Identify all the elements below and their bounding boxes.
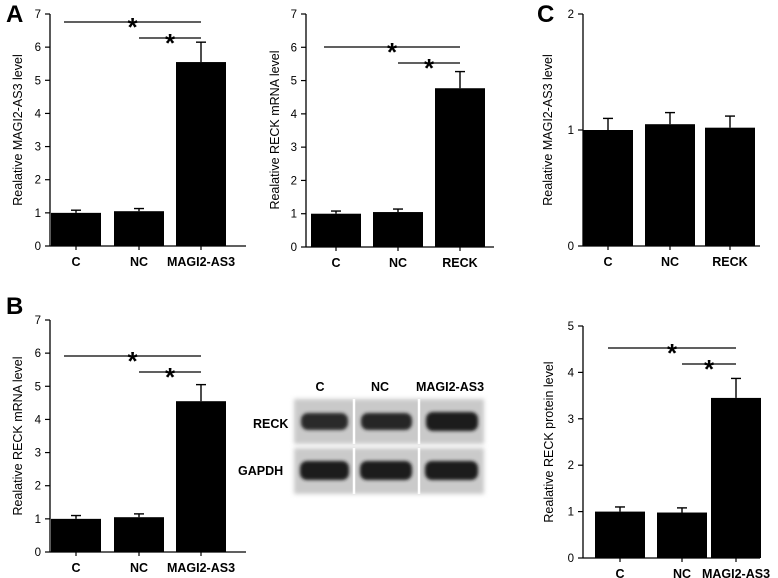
blot-band-gapdh-magi2as3 xyxy=(425,461,478,480)
y-tick-label: 2 xyxy=(568,460,574,472)
chart-b-reck-mrna-level: 0 1 2 3 4 5 6 7 Realative RECK mRNA level C NC MAGI… xyxy=(11,315,246,575)
y-tick-label: 4 xyxy=(568,367,575,379)
y-tick-label: 1 xyxy=(568,507,574,519)
blot-row-label-gapdh: GAPDH xyxy=(238,464,283,478)
bar-nc xyxy=(373,212,423,247)
bar-nc xyxy=(114,211,164,246)
y-axis-label: Realative MAGI2-AS3 level xyxy=(11,54,25,205)
y-axis-label: Realative MAGI2-AS3 level xyxy=(541,54,555,205)
bar-c xyxy=(51,212,101,246)
y-tick-label: 1 xyxy=(291,209,297,221)
bar-c xyxy=(311,213,361,247)
blot-band-reck-nc xyxy=(361,413,412,430)
x-tick-label: NC xyxy=(130,255,148,269)
blot-lane-label-c: C xyxy=(315,380,324,394)
blot-row-label-reck: RECK xyxy=(253,417,288,431)
y-tick-label: 6 xyxy=(35,42,41,54)
chart-a-magi2as3-level: 0 1 2 3 4 5 6 7 Realative MAGI2-AS3 level C NC MAGI… xyxy=(11,9,246,269)
y-tick-label: 5 xyxy=(35,381,41,393)
y-tick-label: 1 xyxy=(35,208,41,220)
significance-marker: * xyxy=(165,28,176,58)
y-tick-label: 3 xyxy=(35,142,41,154)
y-tick-label: 0 xyxy=(35,241,41,253)
bar-nc xyxy=(645,124,695,246)
y-tick-label: 4 xyxy=(291,109,298,121)
y-tick-label: 4 xyxy=(35,108,42,120)
significance-marker: * xyxy=(704,354,715,384)
y-tick-label: 3 xyxy=(291,142,297,154)
blot-lane-label-magi2as3: MAGI2-AS3 xyxy=(416,380,484,394)
bar-c xyxy=(583,130,633,246)
bar-reck xyxy=(435,88,485,247)
y-tick-label: 2 xyxy=(35,481,41,493)
bar-nc xyxy=(114,517,164,552)
x-tick-label: MAGI2-AS3 xyxy=(167,255,235,269)
y-tick-label: 0 xyxy=(568,553,574,565)
y-tick-label: 2 xyxy=(291,175,297,187)
y-tick-label: 5 xyxy=(35,75,41,87)
bar-magi2-as3 xyxy=(711,397,761,558)
western-blot: C NC MAGI2-AS3 RECK GAPDH xyxy=(238,380,484,494)
chart-b-reck-protein-level: 0 1 2 3 4 5 Realative RECK protein level C NC MAG… xyxy=(542,321,770,578)
blot-band-gapdh-nc xyxy=(360,461,412,480)
bar-nc xyxy=(657,512,707,558)
y-tick-label: 6 xyxy=(291,42,297,54)
bar-c xyxy=(51,518,101,552)
y-axis-label: Realative RECK protein level xyxy=(542,361,556,522)
significance-marker: * xyxy=(667,338,678,368)
significance-marker: * xyxy=(387,37,398,67)
chart-a-reck-mrna-level: 0 1 2 3 4 5 6 7 Realative RECK mRNA level C NC RECK… xyxy=(268,9,494,270)
y-tick-label: 1 xyxy=(35,514,41,526)
significance-marker: * xyxy=(127,346,138,376)
y-tick-label: 0 xyxy=(291,242,297,254)
x-tick-label: NC xyxy=(130,561,148,575)
x-tick-label: RECK xyxy=(442,256,477,270)
bar-reck xyxy=(705,127,755,246)
significance-marker: * xyxy=(424,53,435,83)
chart-c-magi2as3-level: 0 1 2 Realative MAGI2-AS3 level C NC RECK xyxy=(541,9,760,269)
bar-magi2-as3 xyxy=(176,62,226,246)
panel-letter-b: B xyxy=(6,293,23,320)
x-tick-label: C xyxy=(603,255,612,269)
y-axis-label: Realative RECK mRNA level xyxy=(11,356,25,515)
x-tick-label: NC xyxy=(661,255,679,269)
y-tick-label: 0 xyxy=(35,547,41,559)
x-tick-label: RECK xyxy=(712,255,747,269)
blot-band-reck-c xyxy=(301,413,348,430)
y-tick-label: 5 xyxy=(568,321,574,333)
blot-band-reck-magi2as3 xyxy=(426,412,478,431)
panel-letter-a: A xyxy=(6,1,23,28)
blot-lane-label-nc: NC xyxy=(371,380,389,394)
y-axis-label: Realative RECK mRNA level xyxy=(268,50,282,209)
y-tick-label: 6 xyxy=(35,348,41,360)
x-tick-label: C xyxy=(71,561,80,575)
significance-marker: * xyxy=(127,12,138,42)
blot-band-gapdh-c xyxy=(300,461,349,480)
y-tick-label: 2 xyxy=(35,175,41,187)
y-tick-label: 0 xyxy=(568,241,574,253)
x-tick-label: MAGI2-AS3 xyxy=(702,567,770,578)
y-tick-label: 1 xyxy=(568,125,574,137)
bar-magi2-as3 xyxy=(176,401,226,552)
x-tick-label: NC xyxy=(389,256,407,270)
y-tick-label: 5 xyxy=(291,76,297,88)
y-tick-label: 3 xyxy=(35,448,41,460)
y-tick-label: 7 xyxy=(35,9,41,21)
x-tick-label: C xyxy=(331,256,340,270)
bar-c xyxy=(595,511,645,558)
y-tick-label: 4 xyxy=(35,414,42,426)
x-tick-label: NC xyxy=(673,567,691,578)
x-tick-label: C xyxy=(71,255,80,269)
y-tick-label: 7 xyxy=(291,9,297,21)
y-tick-label: 3 xyxy=(568,414,574,426)
significance-marker: * xyxy=(165,362,176,392)
x-tick-label: C xyxy=(615,567,624,578)
y-tick-label: 7 xyxy=(35,315,41,327)
panel-letter-c: C xyxy=(537,1,554,28)
y-tick-label: 2 xyxy=(568,9,574,21)
x-tick-label: MAGI2-AS3 xyxy=(167,561,235,575)
